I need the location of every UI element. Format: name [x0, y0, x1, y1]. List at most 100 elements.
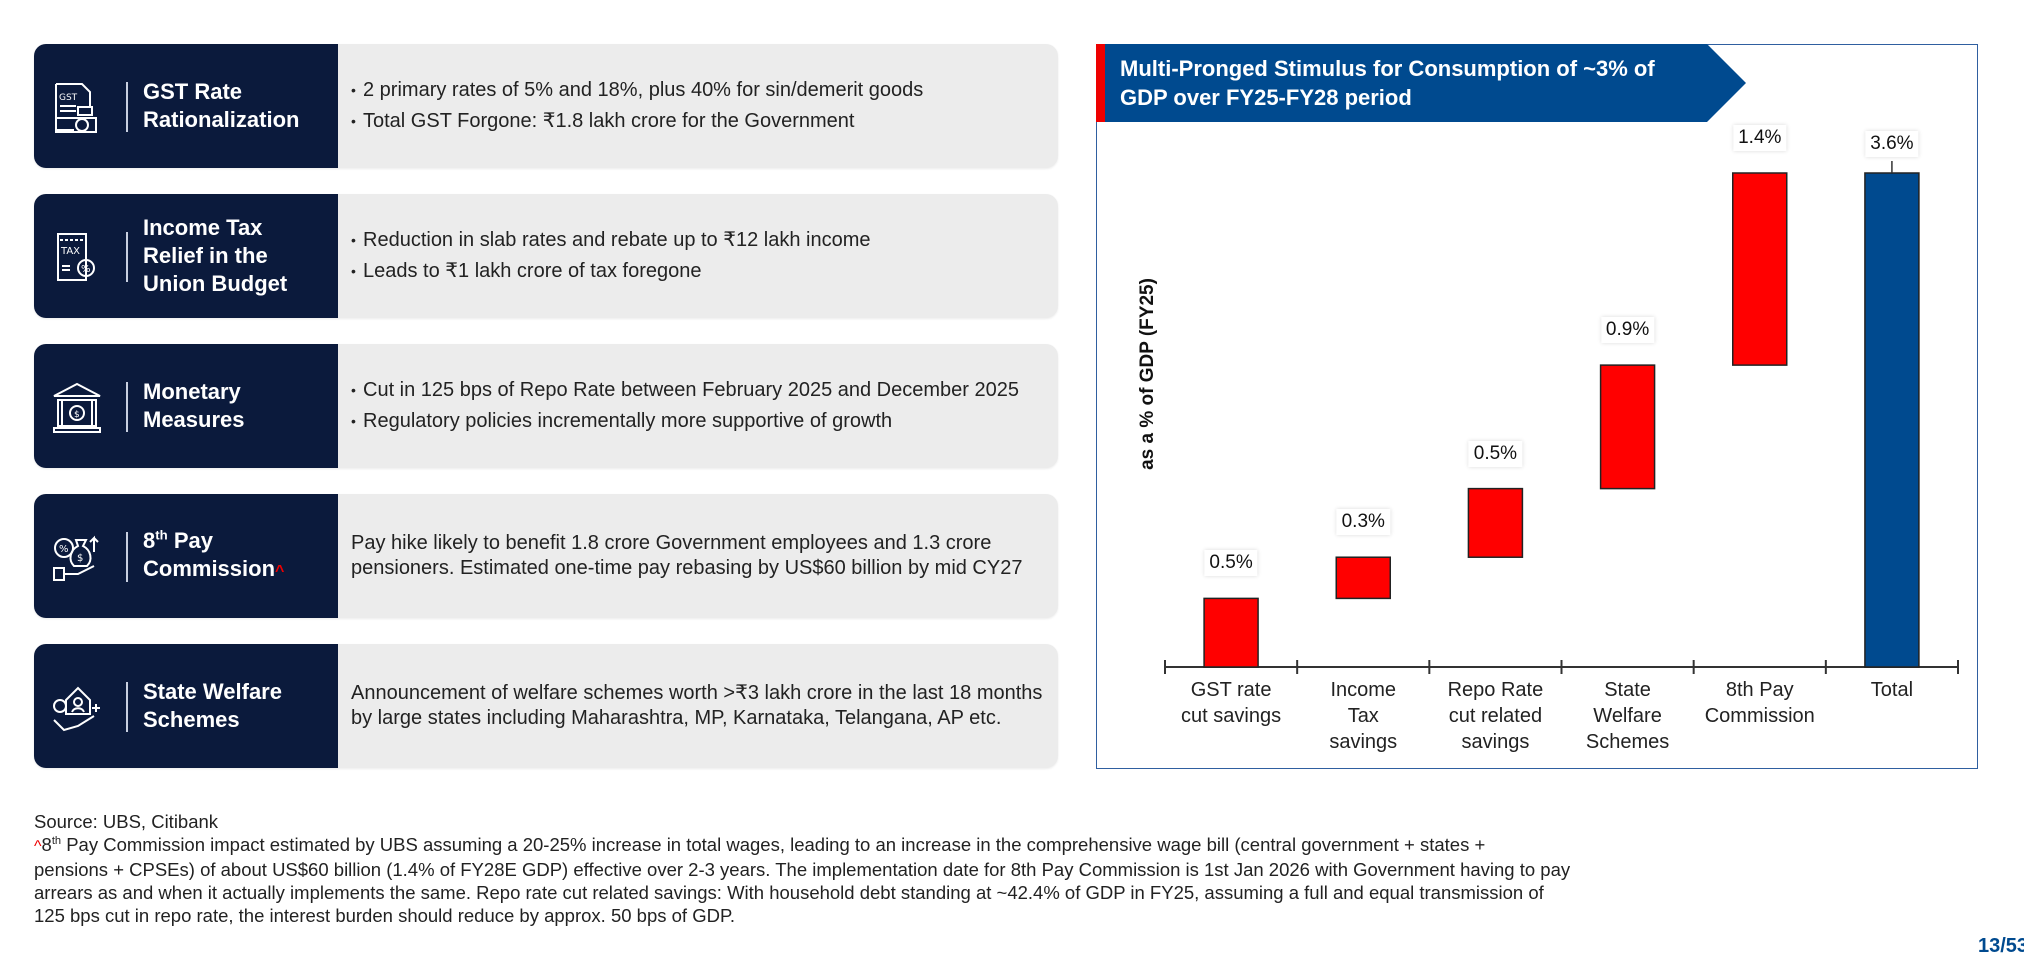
title-line: Income Tax: [143, 215, 263, 240]
data-label: 0.5%: [1468, 440, 1523, 467]
category-label: Repo Rate cut related savings: [1425, 677, 1565, 755]
income-tax-card: TAX% Income Tax Relief in the Union Budget…: [34, 194, 1058, 318]
bank-building-icon: $: [53, 382, 101, 433]
footnote-mark: ^: [34, 838, 42, 855]
category-label: Total: [1822, 677, 1962, 703]
category-label-line: savings: [1461, 731, 1530, 753]
bullet: Reduction in slab rates and rebate up to…: [351, 228, 1044, 253]
card-title: State Welfare Schemes: [143, 644, 333, 768]
card-body: Reduction in slab rates and rebate up to…: [351, 194, 1044, 318]
divider: [126, 82, 128, 132]
footnote: ^8th Pay Commission impact estimated by …: [34, 833, 2014, 927]
card-body: Announcement of welfare schemes worth >₹…: [351, 644, 1044, 768]
category-label-line: savings: [1329, 731, 1398, 753]
title-text: Pay: [167, 527, 213, 553]
title-line: Monetary: [143, 379, 241, 404]
chart-title: Multi-Pronged Stimulus for Consumption o…: [1120, 56, 1655, 110]
footnote-mark: ^: [275, 562, 285, 580]
svg-text:TAX: TAX: [60, 246, 80, 257]
title-text: Commission: [143, 555, 276, 581]
bullet: Leads to ₹1 lakh crore of tax foregone: [351, 259, 1044, 284]
card-header: $ Monetary Measures: [34, 344, 338, 468]
footnote-number: 8: [41, 834, 52, 855]
card-body: 2 primary rates of 5% and 18%, plus 40% …: [351, 44, 1044, 168]
data-label: 3.6%: [1865, 131, 1919, 157]
title-line: Rationalization: [143, 107, 300, 132]
category-label-line: Tax: [1347, 705, 1379, 727]
card-text: Announcement of welfare schemes worth >₹…: [351, 682, 1043, 729]
bullet: Cut in 125 bps of Repo Rate between Febr…: [351, 378, 1044, 403]
category-label-line: cut related: [1448, 705, 1543, 727]
category-label: GST rate cut savings: [1161, 677, 1301, 729]
title-line: Union Budget: [143, 271, 288, 296]
state-welfare-card: State Welfare Schemes Announcement of wel…: [34, 644, 1058, 768]
category-label: State Welfare Schemes: [1558, 677, 1698, 755]
source-note: Source: UBS, Citibank: [34, 811, 219, 832]
bullet: 2 primary rates of 5% and 18%, plus 40% …: [351, 78, 1044, 103]
category-label-line: Repo Rate: [1447, 679, 1544, 701]
svg-text:$: $: [77, 553, 83, 564]
footnote-line: arrears as and when it actually implemen…: [34, 882, 1544, 903]
title-line: Schemes: [143, 707, 240, 732]
footnote-line: pensions + CPSEs) of about US$60 billion…: [34, 859, 1571, 880]
card-header: TAX% Income Tax Relief in the Union Budget: [34, 194, 338, 318]
svg-text:%: %: [81, 264, 91, 275]
svg-text:%: %: [59, 544, 69, 555]
card-title: GST Rate Rationalization: [143, 44, 333, 168]
title-line: Relief in the: [143, 243, 268, 268]
tax-document-icon: TAX%: [57, 233, 95, 281]
y-axis-label: as a % of GDP (FY25): [1137, 278, 1158, 470]
money-bag-hand-icon: %$: [53, 535, 99, 581]
svg-text:GST: GST: [59, 93, 78, 103]
category-label: Income Tax savings: [1293, 677, 1433, 755]
card-title: Monetary Measures: [143, 344, 333, 468]
title-line: 8th Pay: [143, 527, 333, 555]
title-number: 8: [143, 527, 156, 553]
title-superscript: th: [155, 527, 168, 543]
card-title: 8th Pay Commission^: [143, 494, 333, 618]
monetary-card: $ Monetary Measures Cut in 125 bps of Rep…: [34, 344, 1058, 468]
divider: [126, 382, 128, 432]
chart-panel: [1096, 44, 1978, 769]
footnote-line: 125 bps cut in repo rate, the interest b…: [34, 905, 736, 926]
category-label-line: Welfare: [1593, 705, 1662, 727]
data-label: 0.3%: [1336, 509, 1390, 536]
card-text: Pay hike likely to benefit 1.8 crore Gov…: [351, 532, 1023, 579]
svg-text:$: $: [74, 410, 80, 420]
card-body: Cut in 125 bps of Repo Rate between Febr…: [351, 344, 1044, 468]
category-label-line: Total: [1870, 679, 1914, 701]
accent-strip: [1096, 44, 1105, 122]
footnotes: Source: UBS, Citibank ^8th Pay Commissio…: [34, 810, 2014, 927]
title-line: GST Rate: [143, 79, 243, 104]
divider: [126, 682, 128, 732]
category-label-line: cut savings: [1181, 705, 1282, 727]
card-header: GST GST Rate Rationalization: [34, 44, 338, 168]
chart-title-banner: Multi-Pronged Stimulus for Consumption o…: [1096, 44, 1746, 122]
category-label-line: Income: [1330, 679, 1397, 701]
footnote-line: Pay Commission impact estimated by UBS a…: [61, 834, 1486, 855]
data-label: 0.5%: [1204, 550, 1258, 577]
category-label-line: Commission: [1704, 705, 1815, 727]
title-line: Commission^: [143, 555, 333, 586]
title-line: Measures: [143, 407, 245, 432]
data-label: 1.4%: [1733, 125, 1787, 151]
category-label-line: 8th Pay: [1725, 679, 1794, 701]
gst-card: GST GST Rate Rationalization 2 primary ra…: [34, 44, 1058, 168]
card-header: State Welfare Schemes: [34, 644, 338, 768]
category-label-line: State: [1604, 679, 1651, 701]
pay-commission-card: % $ 8th Pay Commission^ Pay hike likely t…: [34, 494, 1058, 618]
footnote-superscript: th: [51, 834, 62, 847]
title-line: State Welfare: [143, 679, 282, 704]
category-label-line: Schemes: [1585, 731, 1670, 753]
bullet: Regulatory policies incrementally more s…: [351, 409, 1044, 434]
card-body: Pay hike likely to benefit 1.8 crore Gov…: [351, 494, 1044, 618]
card-title: Income Tax Relief in the Union Budget: [143, 194, 333, 318]
welfare-hand-house-icon: [53, 686, 100, 732]
divider: [126, 532, 128, 582]
card-header: % $ 8th Pay Commission^: [34, 494, 338, 618]
category-label-line: GST rate: [1190, 679, 1272, 701]
data-label: 0.9%: [1600, 317, 1655, 344]
gst-invoice-icon: GST: [55, 83, 97, 133]
category-label: 8th Pay Commission: [1690, 677, 1830, 729]
bullet: Total GST Forgone: ₹1.8 lakh crore for t…: [351, 109, 1044, 134]
